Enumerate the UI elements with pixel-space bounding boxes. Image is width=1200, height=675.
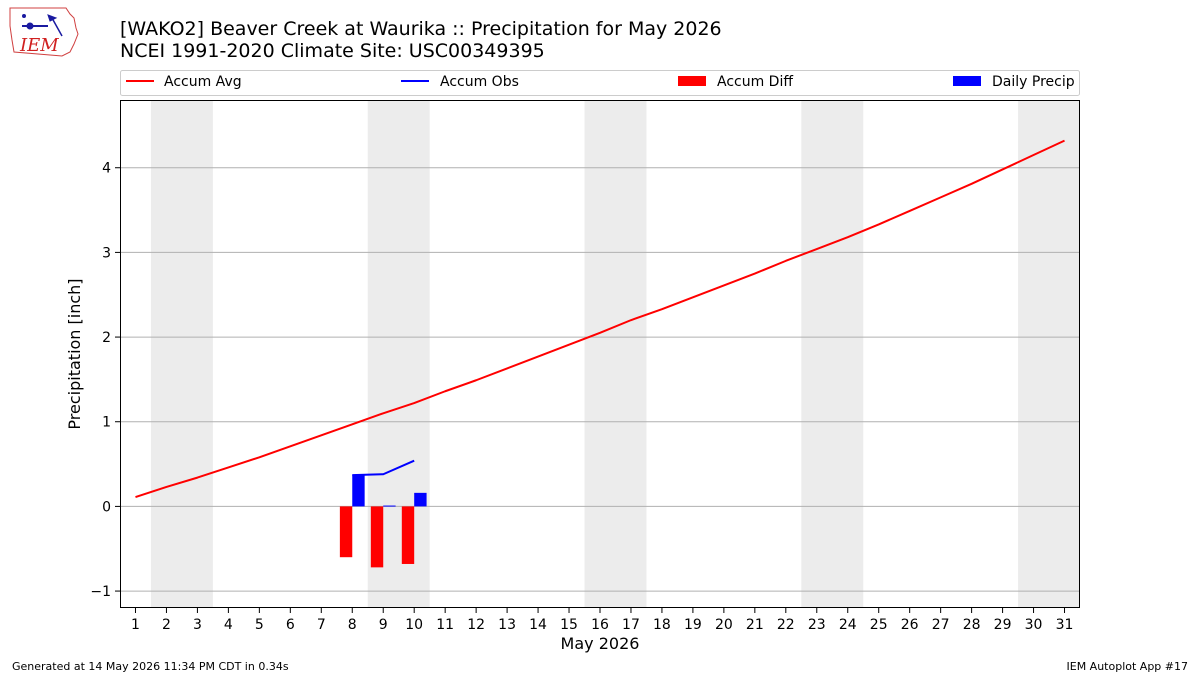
x-tick-label: 3 <box>193 617 202 633</box>
x-tick-label: 16 <box>591 617 609 633</box>
y-tick-label: 2 <box>102 330 111 346</box>
x-tick-label: 24 <box>839 617 857 633</box>
legend-swatch-accum-diff <box>678 76 706 86</box>
x-tick-label: 12 <box>467 617 485 633</box>
x-tick-label: 25 <box>870 617 888 633</box>
weekend-band-4 <box>801 100 864 608</box>
x-tick-label: 1 <box>131 617 140 633</box>
accum-avg-line <box>135 139 1065 499</box>
x-tick-label: 13 <box>498 617 516 633</box>
weekend-band-1 <box>150 100 213 608</box>
gridlines <box>120 167 1080 592</box>
x-tick-label: 5 <box>255 617 264 633</box>
x-tick-label: 11 <box>436 617 454 633</box>
weekend-band-5 <box>1018 100 1080 608</box>
x-axis-label: May 2026 <box>561 634 640 653</box>
legend-label-accum-avg: Accum Avg <box>164 74 242 90</box>
daily-precip-bar <box>352 475 365 507</box>
x-tick-label: 31 <box>1056 617 1074 633</box>
x-tick-label: 19 <box>684 617 702 633</box>
y-axis-label: Precipitation [inch] <box>65 278 84 429</box>
legend-label-accum-obs: Accum Obs <box>440 74 519 90</box>
accum-diff-bar <box>401 506 415 564</box>
y-tick-label: 4 <box>102 161 111 177</box>
y-tick-label: 1 <box>102 415 111 431</box>
x-tick-label: 10 <box>405 617 423 633</box>
x-tick-label: 18 <box>653 617 671 633</box>
x-tick-label: 9 <box>379 617 388 633</box>
x-tick-label: 17 <box>622 617 640 633</box>
y-tick-label: 0 <box>102 499 111 515</box>
daily-precip-bar <box>383 505 396 507</box>
y-tick-label: −1 <box>90 584 111 600</box>
x-tick-label: 7 <box>317 617 326 633</box>
y-axis: −1 0 1 2 3 4 <box>90 161 120 600</box>
weekend-band-3 <box>584 100 647 608</box>
accum-diff-bar <box>370 506 384 568</box>
legend: Accum Avg Accum Obs Accum Diff Daily Pre… <box>120 70 1080 96</box>
x-tick-label: 26 <box>901 617 919 633</box>
daily-precip-bar <box>414 492 427 507</box>
iem-logo-text: IEM <box>19 35 59 56</box>
x-tick-label: 29 <box>994 617 1012 633</box>
line-series <box>135 139 1065 499</box>
x-tick-label: 4 <box>224 617 233 633</box>
x-tick-label: 15 <box>560 617 578 633</box>
x-tick-label: 22 <box>777 617 795 633</box>
iem-logo: IEM <box>9 7 79 57</box>
legend-swatch-daily-precip <box>953 76 981 86</box>
accum-obs-line <box>352 459 415 477</box>
footer-generated: Generated at 14 May 2026 11:34 PM CDT in… <box>12 660 289 673</box>
x-axis: 1 2 3 4 5 6 7 8 9 10 11 12 13 14 15 16 17 18 19 20 21 22 23 24 2… <box>131 608 1073 633</box>
chart-title: [WAKO2] Beaver Creek at Waurika :: Preci… <box>120 18 722 40</box>
chart-subtitle: NCEI 1991-2020 Climate Site: USC00349395 <box>120 40 545 62</box>
accum-diff-bar <box>339 506 353 558</box>
x-tick-label: 27 <box>932 617 950 633</box>
x-tick-label: 6 <box>286 617 295 633</box>
x-tick-label: 8 <box>348 617 357 633</box>
x-tick-label: 21 <box>746 617 764 633</box>
x-tick-label: 14 <box>529 617 547 633</box>
legend-frame <box>120 70 1080 96</box>
x-tick-label: 2 <box>162 617 171 633</box>
x-tick-label: 28 <box>963 617 981 633</box>
footer-app: IEM Autoplot App #17 <box>1067 660 1189 673</box>
plot-frame <box>120 100 1080 608</box>
legend-label-daily-precip: Daily Precip <box>992 74 1075 90</box>
x-tick-label: 30 <box>1025 617 1043 633</box>
weekend-shading <box>150 100 1080 608</box>
bar-series <box>339 475 427 568</box>
x-tick-label: 20 <box>715 617 733 633</box>
y-tick-label: 3 <box>102 245 111 261</box>
x-tick-label: 23 <box>808 617 826 633</box>
legend-label-accum-diff: Accum Diff <box>717 74 793 90</box>
